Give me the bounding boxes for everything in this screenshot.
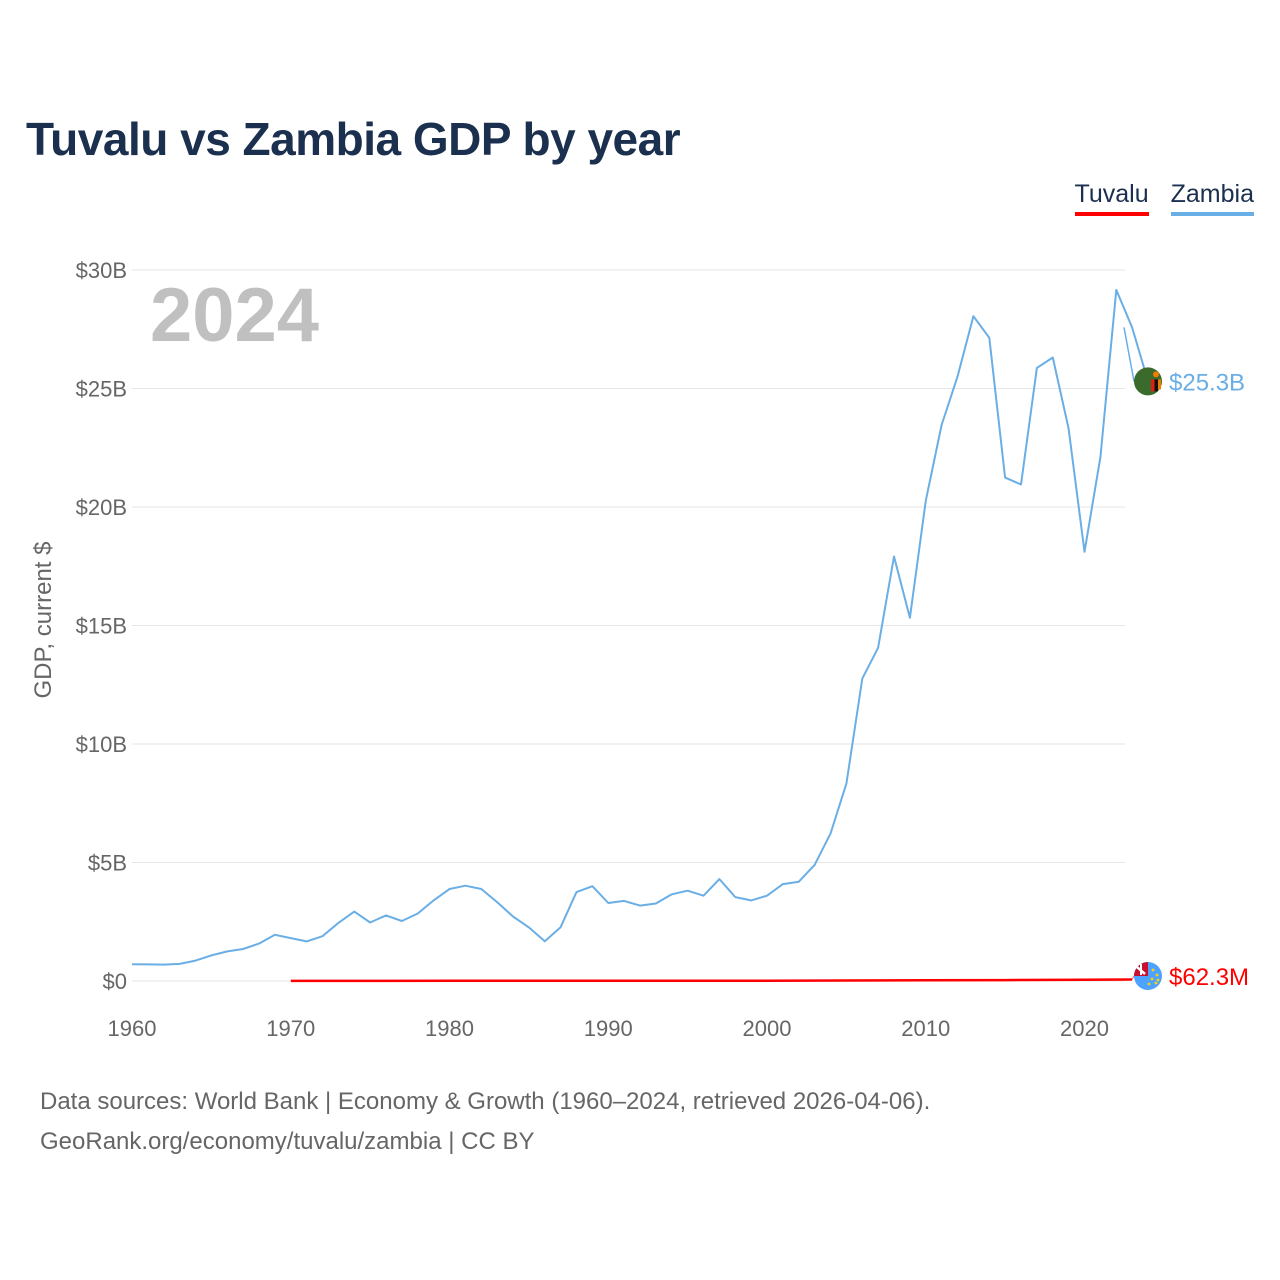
connector-line	[1123, 327, 1135, 382]
legend-item-tuvalu[interactable]: Tuvalu	[1074, 180, 1149, 216]
connector-line	[1131, 975, 1135, 980]
series-lines	[131, 288, 1149, 983]
legend-item-zambia[interactable]: Zambia	[1170, 180, 1254, 216]
y-tick-label: $30B	[76, 258, 127, 283]
end-value-label-tuvalu: $62.3M	[1169, 964, 1249, 991]
y-tick-label: $10B	[76, 732, 127, 757]
grid-lines	[132, 269, 1125, 982]
x-tick-label: 2010	[901, 1016, 950, 1041]
end-markers: $62.3M $25.3B	[1134, 367, 1249, 991]
x-tick-label: 2020	[1060, 1016, 1109, 1041]
x-tick-label: 2000	[743, 1016, 792, 1041]
series-line-tuvalu	[290, 978, 1133, 983]
x-tick-label: 1990	[584, 1016, 633, 1041]
source-note: Data sources: World Bank | Economy & Gro…	[40, 1082, 930, 1162]
chart-title: Tuvalu vs Zambia GDP by year	[26, 113, 681, 165]
legend: Tuvalu Zambia	[1074, 180, 1254, 216]
series-line-zambia	[131, 288, 1149, 966]
y-tick-label: $20B	[76, 495, 127, 520]
x-tick-label: 1970	[266, 1016, 315, 1041]
x-tick-label: 1980	[425, 1016, 474, 1041]
year-watermark: 2024	[150, 273, 320, 358]
y-tick-label: $25B	[76, 377, 127, 402]
source-line-2[interactable]: GeoRank.org/economy/tuvalu/zambia | CC B…	[40, 1128, 535, 1155]
y-axis-ticks: $0 $5B $10B $15B $20B $25B $30B	[76, 258, 127, 994]
end-value-label-zambia: $25.3B	[1169, 369, 1245, 396]
x-tick-label: 1960	[108, 1016, 157, 1041]
zambia-flag-icon	[1134, 367, 1162, 396]
y-tick-label: $15B	[76, 614, 127, 639]
x-axis-ticks: 1960 1970 1980 1990 2000 2010 2020	[108, 1016, 1109, 1041]
tuvalu-flag-icon	[1134, 962, 1162, 990]
source-line-1: Data sources: World Bank | Economy & Gro…	[40, 1088, 931, 1115]
y-tick-label: $5B	[88, 851, 127, 876]
y-tick-label: $0	[103, 969, 127, 994]
